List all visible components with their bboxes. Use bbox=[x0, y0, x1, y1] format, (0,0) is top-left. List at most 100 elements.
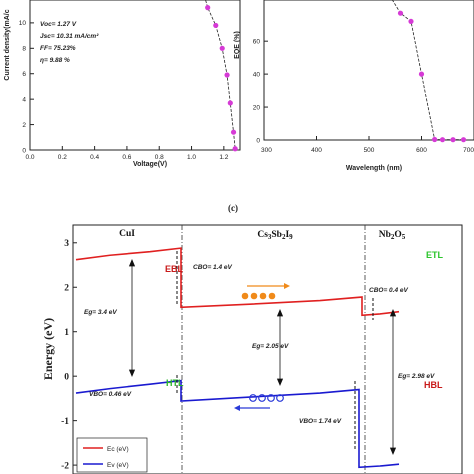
cbo-nb2o5-annotation: CBO= 0.4 eV bbox=[369, 287, 409, 294]
jv-y-axis-label: Current density(mA/c bbox=[4, 9, 11, 80]
jv-ticks: 0.0 0.2 0.4 0.6 0.8 1.0 1.2 0 2 4 6 8 10 bbox=[19, 20, 229, 161]
band-y-tick-label: 1 bbox=[64, 328, 69, 338]
electron-carriers bbox=[241, 283, 290, 300]
hole-circle bbox=[267, 394, 275, 402]
band-y-tick-label: -2 bbox=[61, 461, 69, 471]
band-y-axis-label: Energy (eV) bbox=[41, 318, 55, 380]
eg-arrow-nb2o5-head-up bbox=[389, 308, 397, 317]
eqe-x-tick-label: 700 bbox=[463, 147, 474, 154]
ebl-tag: EBL bbox=[165, 264, 184, 274]
jv-data-point bbox=[232, 146, 238, 152]
legend-box bbox=[76, 437, 148, 473]
jv-y-tick-label: 2 bbox=[22, 122, 26, 129]
electron-dot bbox=[250, 292, 258, 300]
conduction-band-line bbox=[75, 247, 400, 317]
eqe-data-point bbox=[418, 71, 425, 77]
eg-arrow-cssbi-head-up bbox=[276, 308, 284, 317]
jv-y-tick-label: 0 bbox=[22, 147, 26, 154]
etl-tag: ETL bbox=[426, 250, 444, 260]
jv-plot-frame bbox=[29, 0, 241, 151]
electron-dot bbox=[268, 292, 276, 300]
eqe-panel: 300 400 500 600 700 0 20 40 60 Wavelength (nm) E… bbox=[234, 0, 474, 172]
eqe-y-tick-label: 60 bbox=[253, 38, 261, 45]
eqe-y-tick-label: 40 bbox=[253, 71, 261, 78]
electron-dot bbox=[241, 292, 249, 300]
hole-carriers bbox=[234, 394, 284, 411]
legend-label-ev: Ev (eV) bbox=[107, 462, 129, 469]
eg-arrow-cui-head-up bbox=[128, 258, 136, 267]
eqe-x-axis-label: Wavelength (nm) bbox=[346, 165, 402, 172]
jv-x-tick-label: 0.6 bbox=[122, 154, 131, 161]
eqe-ticks: 300 400 500 600 700 0 20 40 60 bbox=[253, 38, 474, 154]
hole-arrow-head bbox=[234, 405, 240, 411]
eqe-data-point bbox=[408, 18, 414, 25]
band-y-tick-label: 0 bbox=[64, 372, 69, 382]
eqe-data-point bbox=[397, 10, 404, 16]
eqe-series bbox=[391, 0, 467, 143]
eg-arrows bbox=[128, 258, 397, 456]
eqe-curve bbox=[391, 0, 464, 141]
eqe-x-tick-label: 500 bbox=[364, 147, 375, 154]
vbo-cui-annotation: VBO= 0.46 eV bbox=[89, 391, 132, 398]
offset-markers bbox=[176, 251, 374, 450]
jv-voc-annotation: Voc= 1.27 V bbox=[40, 21, 77, 28]
eqe-y-tick-label: 20 bbox=[253, 104, 261, 111]
jv-x-axis-label: Voltage(V) bbox=[133, 161, 167, 168]
eqe-data-point bbox=[432, 136, 438, 143]
region-label-cs3sb2i9: Cs3Sb2I9 bbox=[257, 230, 293, 241]
jv-x-tick-label: 1.2 bbox=[219, 154, 228, 161]
region-label-nb2o5: Nb2O5 bbox=[379, 230, 406, 241]
hbl-tag: HBL bbox=[424, 380, 443, 390]
jv-data-point bbox=[205, 5, 211, 11]
eqe-plot-frame bbox=[263, 0, 474, 141]
jv-series bbox=[205, 0, 238, 152]
jv-y-tick-label: 6 bbox=[22, 71, 26, 78]
eqe-data-point bbox=[460, 137, 467, 143]
eg-arrow-nb2o5-head-down bbox=[389, 447, 397, 456]
eg-cssbi-annotation: Eg= 2.05 eV bbox=[252, 343, 289, 350]
eg-cui-annotation: Eg= 3.4 eV bbox=[84, 309, 117, 316]
cbo-cui-annotation: CBO= 1.4 eV bbox=[193, 264, 233, 271]
jv-jsc-annotation: Jsc= 10.31 mA/cm² bbox=[40, 33, 99, 40]
eqe-x-tick-label: 600 bbox=[416, 147, 427, 154]
jv-ff-annotation: FF= 75.23% bbox=[40, 45, 76, 52]
region-label-cui: CuI bbox=[119, 229, 135, 239]
band-plot-frame bbox=[72, 224, 463, 474]
jv-y-tick-label: 8 bbox=[22, 46, 26, 53]
eqe-y-axis-label: EQE (%) bbox=[234, 31, 241, 59]
jv-x-tick-label: 1.0 bbox=[187, 154, 196, 161]
hole-circle bbox=[258, 394, 266, 402]
eqe-data-point bbox=[450, 137, 456, 143]
eg-arrow-cui-head-down bbox=[128, 369, 136, 378]
eqe-y-tick-label: 0 bbox=[256, 137, 260, 144]
jv-data-point bbox=[224, 72, 230, 78]
jv-x-tick-label: 0.2 bbox=[58, 154, 67, 161]
hole-circle bbox=[276, 394, 284, 402]
band-ticks: -2 -1 0 1 2 3 bbox=[61, 239, 77, 471]
panel-c-label: (c) bbox=[228, 203, 238, 213]
jv-x-tick-label: 0.0 bbox=[25, 154, 34, 161]
jv-data-point bbox=[213, 22, 219, 29]
electron-arrow-head bbox=[284, 283, 290, 289]
band-lines bbox=[75, 247, 400, 469]
band-y-tick-label: -1 bbox=[61, 417, 69, 427]
jv-y-tick-label: 10 bbox=[19, 20, 27, 27]
eg-arrow-cssbi-head-down bbox=[276, 378, 284, 387]
eg-nb2o5-annotation: Eg= 2.98 eV bbox=[398, 373, 435, 380]
band-y-tick-label: 2 bbox=[64, 283, 69, 293]
band-legend: Ec (eV) Ev (eV) bbox=[76, 437, 148, 473]
eqe-data-point bbox=[439, 137, 446, 143]
electron-dot bbox=[259, 292, 267, 300]
jv-x-tick-label: 0.4 bbox=[90, 154, 99, 161]
hole-circle bbox=[249, 394, 257, 402]
vbo-nb2o5-annotation: VBO= 1.74 eV bbox=[299, 418, 342, 425]
jv-efficiency-annotation: η= 9.88 % bbox=[40, 57, 70, 64]
legend-label-ec: Ec (eV) bbox=[107, 446, 129, 453]
jv-data-point bbox=[227, 100, 233, 106]
eqe-x-tick-label: 300 bbox=[261, 147, 272, 154]
jv-data-point bbox=[230, 129, 237, 135]
jv-x-tick-label: 0.8 bbox=[155, 154, 164, 161]
